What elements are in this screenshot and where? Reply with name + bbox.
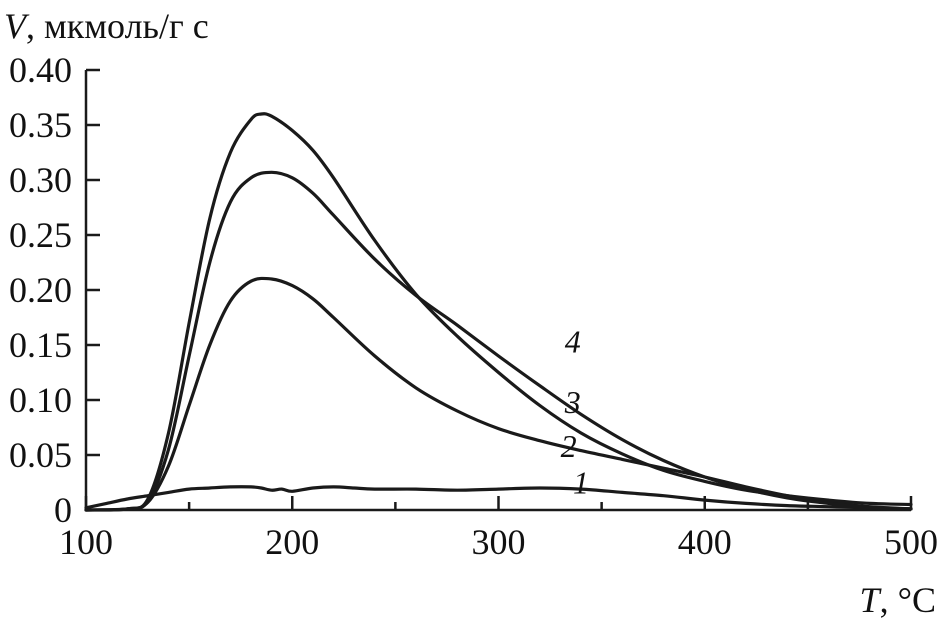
y-tick-label: 0	[54, 490, 72, 530]
curves	[84, 112, 913, 512]
y-tick-label: 0.30	[9, 160, 72, 200]
y-tick-label: 0.05	[9, 435, 72, 475]
y-tick-label: 0.20	[9, 270, 72, 310]
series-curve-1	[84, 485, 913, 511]
axes: 0 0.05 0.10 0.15 0.20 0.25 0.30 0.35 0.40 100 200 3…	[9, 50, 938, 562]
y-tick-label: 0.35	[9, 105, 72, 145]
curve-label-2: 2	[561, 428, 577, 464]
series-curve-3	[84, 170, 913, 512]
series-curve-2	[84, 276, 913, 512]
x-axis-var: T	[860, 580, 883, 620]
x-tick-label: 200	[265, 522, 319, 562]
y-tick-label: 0.15	[9, 325, 72, 365]
y-axis-title: V, мкмоль/г с	[4, 6, 209, 46]
x-tick-label: 500	[884, 522, 938, 562]
x-tick-label: 300	[472, 522, 526, 562]
y-axis-var: V	[4, 6, 30, 46]
y-tick-label: 0.10	[9, 380, 72, 420]
series-curve-4	[84, 112, 913, 512]
x-axis-title: T, °C	[860, 580, 936, 620]
x-tick-label: 400	[678, 522, 732, 562]
curve-labels: 12 3 4	[561, 324, 589, 501]
x-tick-label: 100	[59, 522, 113, 562]
curve-label-4: 4	[565, 324, 581, 360]
x-axis-unit: , °C	[880, 580, 936, 620]
curve-label-1: 1	[573, 465, 589, 501]
y-axis-unit: , мкмоль/г с	[26, 6, 209, 46]
y-tick-label: 0.25	[9, 215, 72, 255]
y-tick-label: 0.40	[9, 50, 72, 90]
curve-label-3: 3	[564, 384, 581, 420]
